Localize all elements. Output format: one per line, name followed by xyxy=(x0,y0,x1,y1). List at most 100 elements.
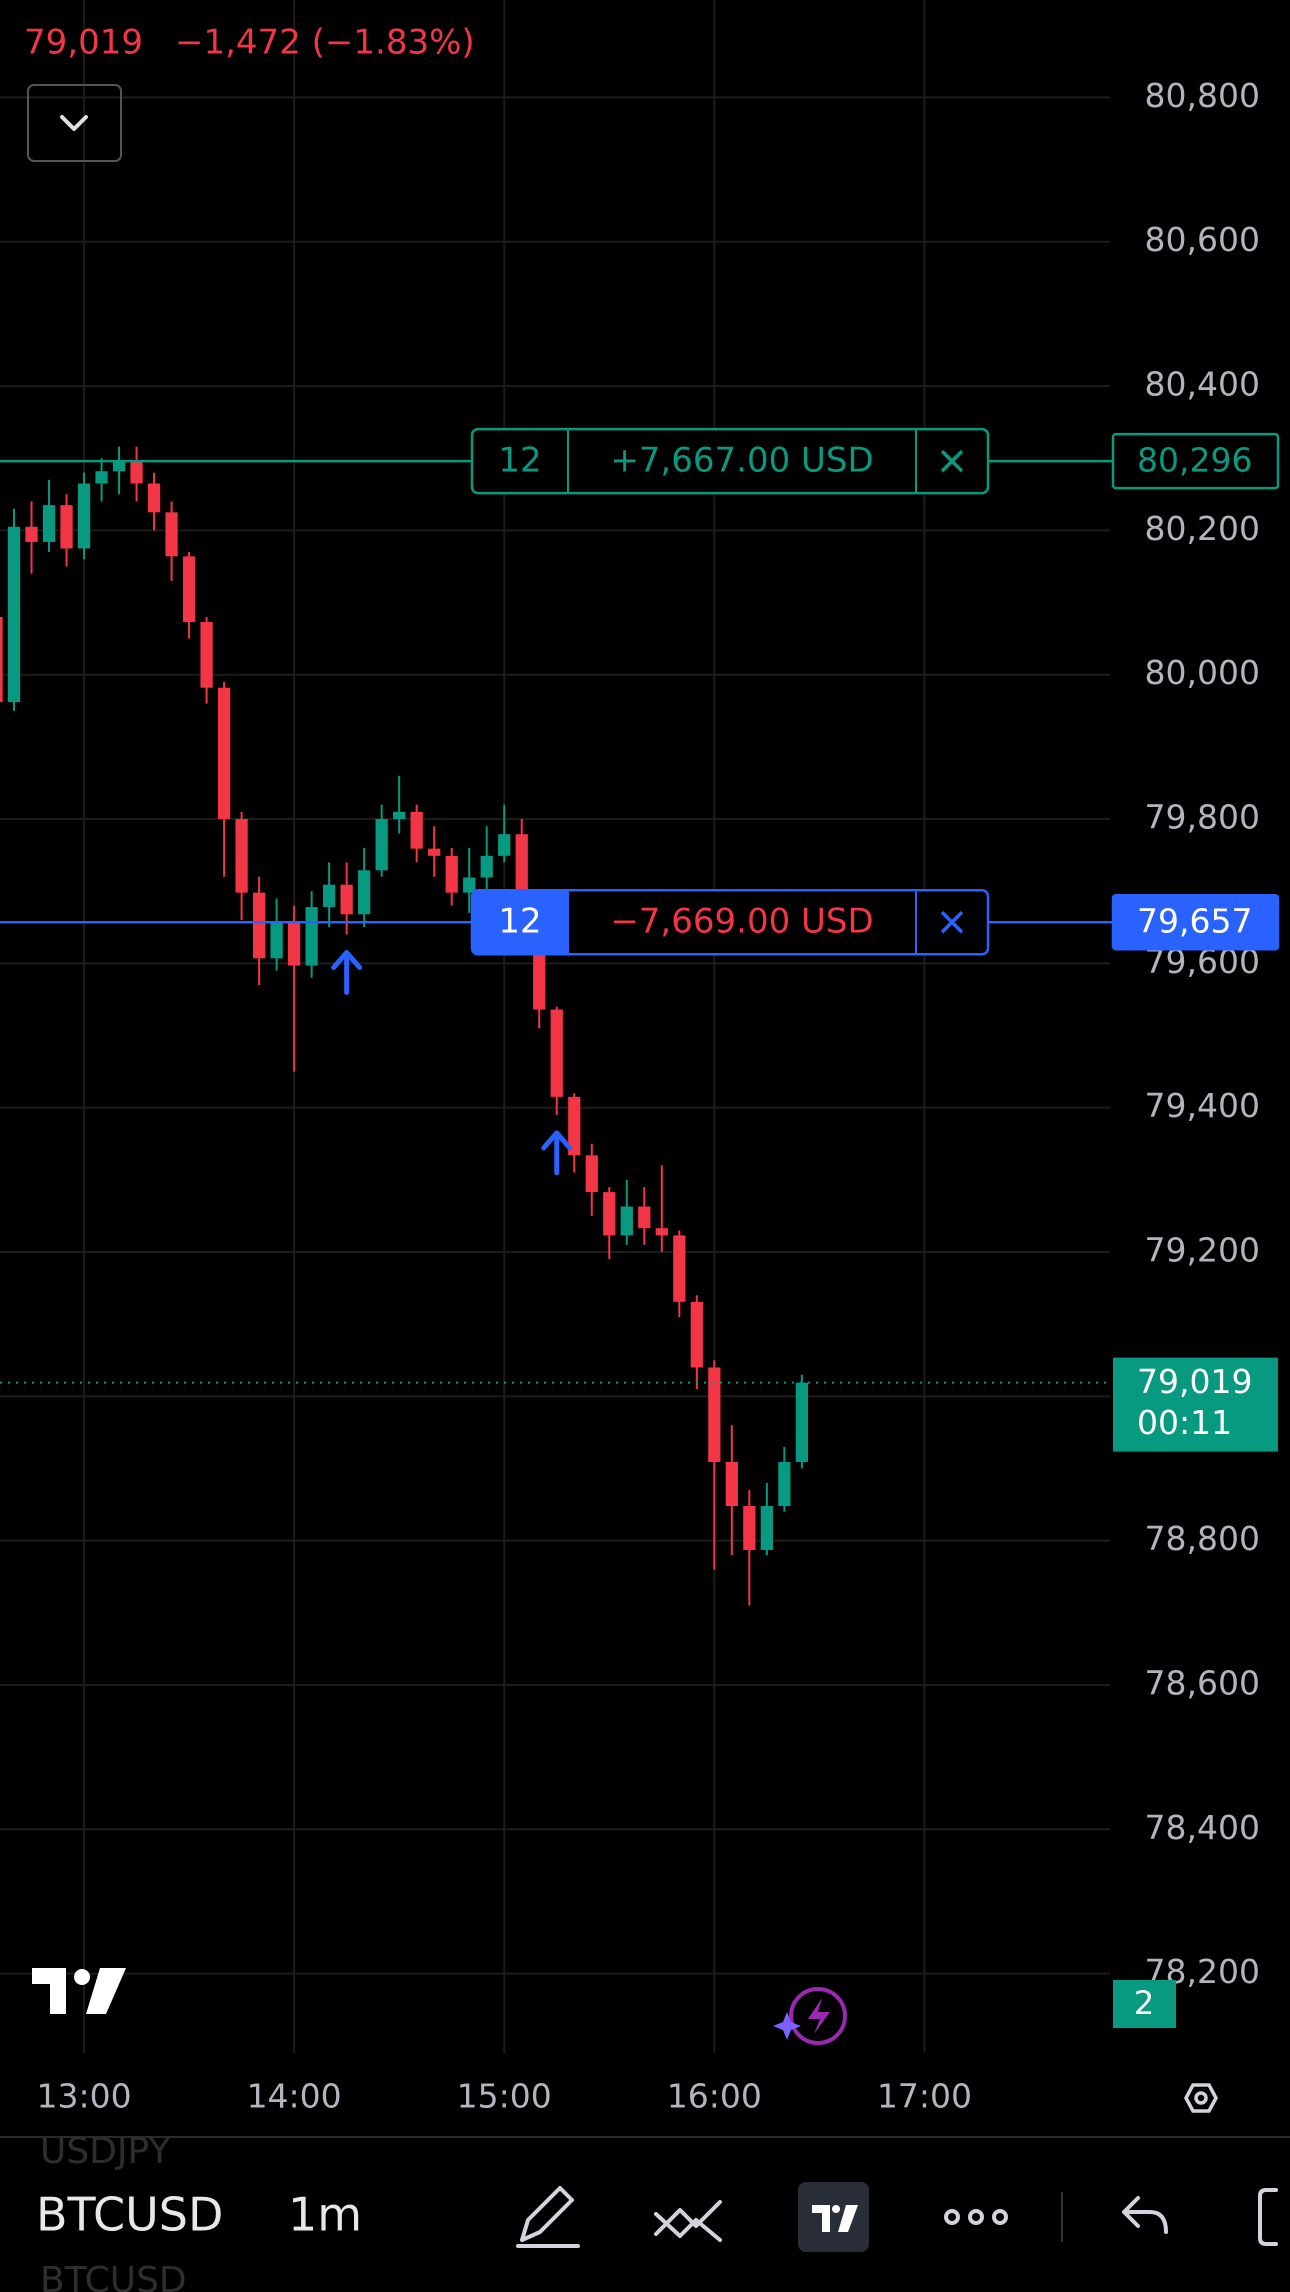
plot xyxy=(0,446,808,1606)
candle-body xyxy=(778,1461,791,1507)
candle-body xyxy=(743,1506,756,1551)
y-tick-label: 79,400 xyxy=(1145,1086,1260,1125)
candle-body xyxy=(725,1461,738,1507)
position-price-label: 79,657 xyxy=(1137,902,1252,941)
position-box xyxy=(470,427,990,495)
candle-body xyxy=(393,811,406,820)
candle-body xyxy=(550,1009,563,1097)
candle-body xyxy=(515,834,528,893)
execution-marker xyxy=(541,1130,573,1176)
candle-body xyxy=(655,1228,668,1236)
candle-body xyxy=(42,505,56,542)
x-tick-label: 15:00 xyxy=(457,2077,552,2116)
candle-body xyxy=(410,811,423,849)
watchlist-item[interactable]: USDJPY xyxy=(40,2131,171,2172)
candle-body xyxy=(375,819,388,871)
alerts-badge[interactable]: 2 xyxy=(1113,1980,1176,2028)
candle-body xyxy=(112,461,126,472)
collapse-button[interactable] xyxy=(27,84,122,162)
close-position[interactable] xyxy=(940,449,964,473)
grid xyxy=(0,0,1110,2053)
y-tick-label: 80,800 xyxy=(1145,76,1260,115)
candle-body xyxy=(690,1301,703,1368)
candle-body xyxy=(270,921,283,959)
candle-body xyxy=(7,526,21,703)
qty-fill xyxy=(472,890,568,955)
candle-body xyxy=(463,877,476,893)
last-price-label: 79,019 xyxy=(1137,1362,1252,1401)
y-tick-label: 78,400 xyxy=(1145,1808,1260,1847)
position-pnl: −7,669.00 USD xyxy=(610,902,873,942)
last-price-box xyxy=(1113,1357,1278,1452)
candle-body xyxy=(0,616,3,703)
x-tick-label: 14:00 xyxy=(247,2077,342,2116)
candle-body xyxy=(25,526,38,542)
candle-body xyxy=(673,1235,686,1302)
position-qty: 12 xyxy=(498,902,541,942)
settings-button[interactable] xyxy=(1184,2083,1218,2113)
position-qty: 12 xyxy=(498,441,541,481)
candle-body xyxy=(480,855,493,878)
candle-body xyxy=(340,884,353,915)
y-tick-label: 79,800 xyxy=(1145,798,1260,837)
candle-body xyxy=(428,848,441,856)
execution-marker xyxy=(331,949,363,995)
candle-body xyxy=(147,483,161,513)
tools-button[interactable] xyxy=(654,2200,722,2242)
y-tick-label: 79,200 xyxy=(1145,1231,1260,1270)
draw-button[interactable] xyxy=(516,2186,580,2248)
candle-body xyxy=(252,892,266,959)
ai-assist-button[interactable] xyxy=(773,1987,847,2045)
candle-body xyxy=(130,461,143,484)
position-label[interactable]: 12 +7,667.00 USD xyxy=(470,427,990,495)
candle-body xyxy=(200,622,213,688)
position-price-box xyxy=(1111,432,1280,490)
price-change: −1,472 (−1.83%) xyxy=(175,23,475,63)
y-tick-label: 80,200 xyxy=(1145,509,1260,548)
candle-body xyxy=(568,1096,581,1156)
candle-body xyxy=(95,471,108,484)
candle-body xyxy=(358,870,371,915)
candle-body xyxy=(288,921,301,966)
y-tick-label: 78,600 xyxy=(1145,1663,1260,1702)
interval[interactable]: 1m xyxy=(288,2188,362,2242)
y-tick-label: 80,400 xyxy=(1145,365,1260,404)
candle-body xyxy=(182,556,196,623)
candle-body xyxy=(620,1206,633,1236)
fullscreen-button[interactable] xyxy=(1258,2188,1278,2246)
chart-style-button[interactable] xyxy=(798,2182,869,2252)
badge-count: 2 xyxy=(1134,1984,1154,2022)
candle-body xyxy=(445,855,458,893)
position-label[interactable]: 12 −7,669.00 USD xyxy=(470,888,990,956)
symbol-fade xyxy=(228,2180,268,2260)
candle-body xyxy=(795,1382,808,1462)
watchlist-item[interactable]: BTCUSD xyxy=(40,2260,187,2292)
candle-body xyxy=(217,687,231,820)
x-tick-label: 16:00 xyxy=(667,2077,762,2116)
candle-body xyxy=(235,819,248,893)
candle-body xyxy=(60,505,73,549)
x-tick-label: 17:00 xyxy=(877,2077,972,2116)
candle-body xyxy=(498,834,511,856)
x-tick-label: 13:00 xyxy=(36,2077,131,2116)
y-tick-label: 80,600 xyxy=(1145,220,1260,259)
position-price-box xyxy=(1111,893,1280,951)
y-tick-label: 78,800 xyxy=(1145,1519,1260,1558)
symbol[interactable]: BTCUSD xyxy=(36,2188,223,2242)
candle-body xyxy=(323,884,336,908)
position-price-label: 80,296 xyxy=(1137,441,1252,480)
countdown: 00:11 xyxy=(1137,1403,1232,1442)
more-button[interactable] xyxy=(944,2209,1008,2225)
undo-button[interactable] xyxy=(1122,2196,1168,2234)
candle-body xyxy=(77,483,91,549)
y-tick-label: 80,000 xyxy=(1145,653,1260,692)
candle-body xyxy=(165,512,178,557)
candle-body xyxy=(760,1506,773,1551)
candle-body xyxy=(585,1155,598,1193)
candle-body xyxy=(603,1192,616,1236)
close-position[interactable] xyxy=(940,910,964,934)
candle-body xyxy=(708,1367,721,1462)
